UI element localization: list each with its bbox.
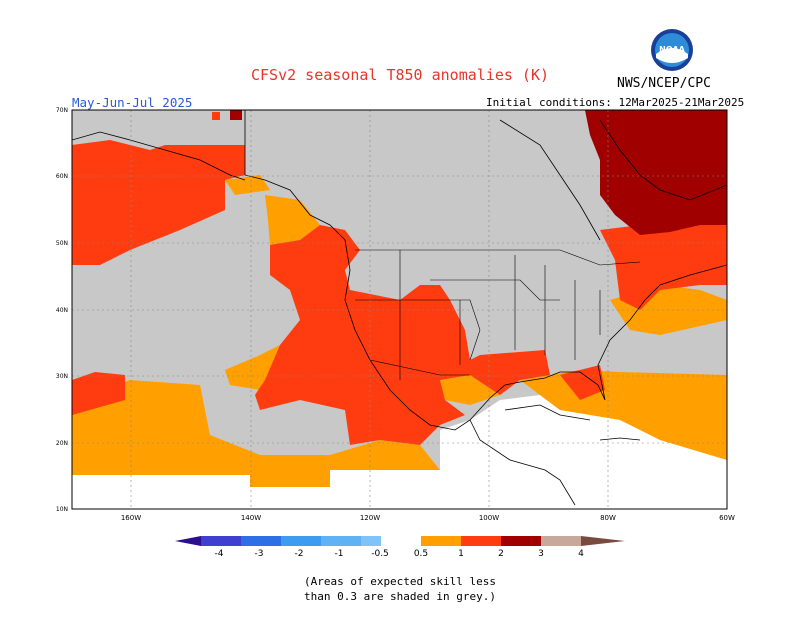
skill-note-line-1: (Areas of expected skill less [303,575,497,588]
period-label: May-Jun-Jul 2025 [72,95,193,110]
orange-gulf-mexico [440,375,500,405]
colorbar-label-1: 1 [458,549,464,559]
logo-text: NOAA [659,45,685,54]
lon-label-60w: 60W [719,514,735,522]
skill-note-line-2: than 0.3 are shaded in grey.) [303,590,497,603]
lon-label-80w: 80W [600,514,616,522]
lat-label-50n: 50N [56,240,68,247]
coastlines [72,110,727,506]
lon-label-140w: 140W [241,514,261,522]
colorbar-segment-2 [241,536,281,546]
borders [355,249,641,380]
colorbar-arrow-right [581,536,625,546]
initial-conditions-label: Initial conditions: 12Mar2025-21Mar2025 [486,96,745,109]
lat-label-60n: 60N [56,173,68,180]
colorbar-segment-4 [321,536,361,546]
colorbar-arrow-left [175,536,201,546]
lat-label-30n: 30N [56,373,68,380]
anomaly-fields [72,110,727,509]
colorbar-label-neg2: -2 [295,549,304,559]
colorbar-label-neg4: -4 [215,549,224,559]
red-hawaii-north [72,372,125,415]
colorbar-segment-3 [281,536,321,546]
latitude-labels: 70N 60N 50N 40N 30N 20N 10N [56,107,68,513]
colorbar-segment-7 [461,536,501,546]
map-title: CFSv2 seasonal T850 anomalies (K) [250,66,549,84]
red-western-north-america [255,225,550,445]
skill-note: (Areas of expected skill less than 0.3 a… [0,574,800,604]
lat-label-10n: 10N [56,506,68,513]
colorbar-segment-6 [421,536,461,546]
colorbar-label-neg1: -1 [335,549,344,559]
orange-gulf-alaska [225,175,270,195]
unshaded-area [72,395,727,509]
agency-label: NWS/NCEP/CPC [617,76,711,91]
red-northeast [600,220,727,310]
colorbar: -4 -3 -2 -1 -0.5 0.5 1 2 3 4 [175,536,625,559]
lon-label-160w: 160W [121,514,141,522]
lat-label-20n: 20N [56,440,68,447]
orange-atlantic [520,370,727,460]
colorbar-segment-9 [541,536,581,546]
colorbar-segment-neutral [381,536,421,546]
red-arctic-spot [212,112,220,120]
orange-pacific-south [72,380,440,487]
noaa-logo: NOAA [650,28,694,72]
colorbar-label-2: 2 [498,549,504,559]
lon-label-120w: 120W [360,514,380,522]
darkred-arctic-spot [230,110,242,120]
lat-label-70n: 70N [56,107,68,114]
lat-label-40n: 40N [56,307,68,314]
colorbar-label-4: 4 [578,549,584,559]
graticule [72,110,727,509]
map-frame [71,109,728,510]
red-florida [560,365,605,400]
colorbar-label-0-5: 0.5 [414,549,428,559]
colorbar-segment-5 [361,536,381,546]
colorbar-segment-1 [201,536,241,546]
darkred-hudson-labrador [585,110,727,235]
red-alaska-bering [72,140,245,265]
longitude-labels: 160W 140W 120W 100W 80W 60W [121,514,735,522]
colorbar-segment-8 [501,536,541,546]
colorbar-label-3: 3 [538,549,544,559]
lon-label-100w: 100W [479,514,499,522]
orange-bc-coast [265,195,320,245]
colorbar-label-neg0-5: -0.5 [371,549,389,559]
colorbar-label-neg3: -3 [255,549,264,559]
